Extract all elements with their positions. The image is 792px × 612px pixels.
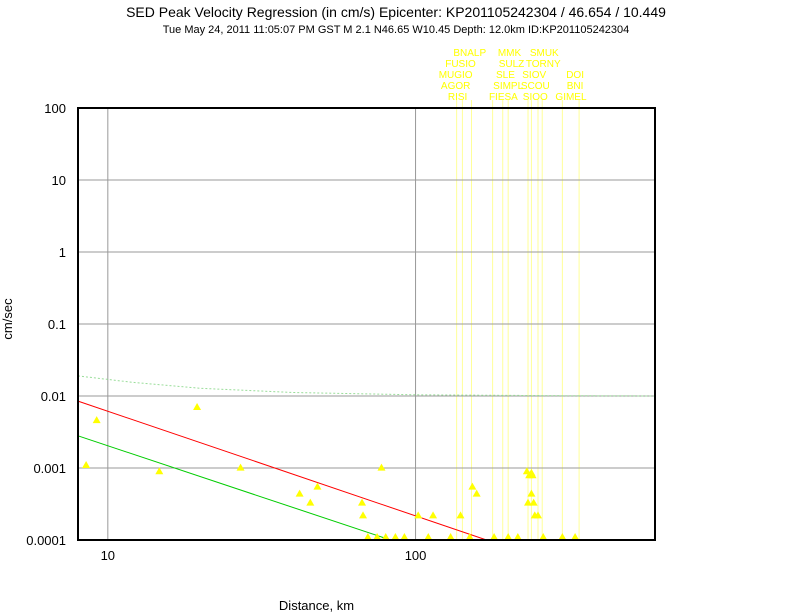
data-point — [363, 533, 372, 540]
chart-title: SED Peak Velocity Regression (in cm/s) E… — [126, 4, 666, 20]
regression-line — [77, 375, 656, 397]
data-point — [391, 533, 400, 540]
data-point — [295, 489, 304, 497]
data-point — [306, 498, 315, 506]
data-point — [529, 498, 538, 506]
y-tick-label: 0.0001 — [26, 533, 66, 548]
station-label: SULZ — [499, 59, 525, 70]
data-point — [456, 511, 465, 519]
tick-labels: 10 100 100 10 1 0.1 0.01 0.001 0.0001 — [26, 101, 426, 563]
data-point — [381, 533, 390, 540]
data-point — [400, 533, 409, 540]
data-point — [558, 533, 567, 540]
y-axis-label: cm/sec — [0, 298, 15, 340]
data-point — [414, 511, 423, 519]
data-point — [377, 463, 386, 471]
regression-line — [77, 435, 391, 541]
station-label: BNALP — [453, 48, 486, 59]
data-point — [446, 533, 455, 540]
plot-frame — [77, 107, 656, 541]
y-tick-label: 100 — [44, 101, 66, 116]
data-point — [490, 533, 499, 540]
station-label: SIMPL — [493, 81, 523, 92]
data-point — [155, 467, 164, 475]
y-tick-label: 10 — [52, 173, 66, 188]
data-point — [358, 498, 367, 506]
data-point — [524, 498, 533, 506]
grid — [78, 107, 655, 541]
data-point — [528, 471, 537, 479]
station-label: BNI — [567, 81, 584, 92]
station-label: SCOU — [521, 81, 550, 92]
chart-subtitle: Tue May 24, 2011 11:05:07 PM GST M 2.1 N… — [162, 24, 630, 36]
regression-line — [77, 400, 487, 541]
data-point — [513, 533, 522, 540]
data-point — [313, 482, 322, 490]
station-label: TORNY — [526, 59, 561, 70]
data-point — [571, 533, 580, 540]
station-label: AGOR — [441, 81, 470, 92]
data-point — [373, 533, 382, 540]
data-point — [472, 489, 481, 497]
data-point — [82, 461, 91, 468]
data-point — [429, 511, 438, 519]
data-point — [236, 463, 245, 471]
station-label: SIOO — [523, 92, 548, 103]
regression-lines — [77, 375, 656, 541]
data-point — [527, 489, 536, 497]
x-axis-label: Distance, km — [279, 598, 354, 612]
station-lines — [456, 100, 580, 540]
data-point — [424, 533, 433, 540]
station-label: GIMEL — [555, 92, 587, 103]
station-labels: BNALP MMK SMUK FUSIO SULZ TORNY MUGIO SLE SIOV DO… — [439, 48, 587, 103]
station-label: SLE — [496, 70, 515, 81]
data-point — [534, 511, 543, 519]
station-label: DOI — [566, 70, 584, 81]
data-point — [465, 533, 474, 540]
station-label: RISI — [448, 92, 467, 103]
y-tick-label: 0.1 — [48, 317, 66, 332]
data-point — [504, 533, 513, 540]
data-point — [539, 533, 548, 540]
x-tick-label: 100 — [405, 548, 427, 563]
station-label: FIESA — [489, 92, 518, 103]
station-label: MMK — [498, 48, 522, 59]
data-point — [92, 416, 101, 424]
data-point — [468, 482, 477, 490]
station-label: SIOV — [522, 70, 546, 81]
data-point — [359, 511, 368, 519]
y-tick-label: 0.01 — [41, 389, 66, 404]
y-tick-label: 0.001 — [33, 461, 66, 476]
y-tick-label: 1 — [59, 245, 66, 260]
x-tick-label: 10 — [101, 548, 115, 563]
data-point — [193, 402, 202, 410]
data-points — [82, 402, 580, 540]
station-label: SMUK — [530, 48, 559, 59]
station-label: MUGIO — [439, 70, 473, 81]
station-label: FUSIO — [445, 59, 476, 70]
